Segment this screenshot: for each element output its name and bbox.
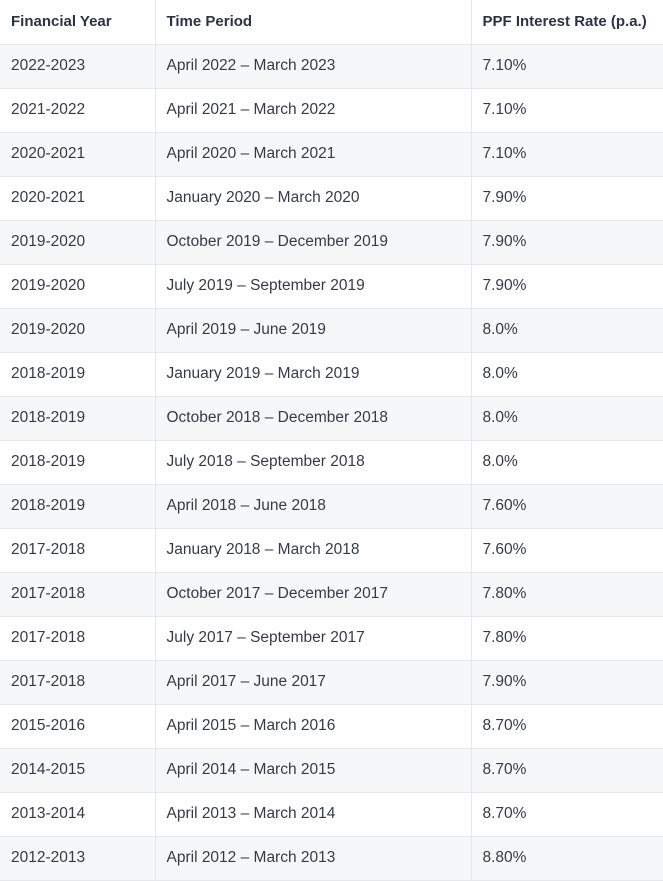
cell-interest-rate: 7.90% [471,264,663,309]
cell-time-period: October 2017 – December 2017 [155,572,472,617]
cell-financial-year: 2018-2019 [0,352,156,397]
cell-time-period: October 2018 – December 2018 [155,396,472,441]
table-row: 2017-2018 April 2017 – June 2017 7.90% [0,660,663,705]
table-row: 2020-2021 April 2020 – March 2021 7.10% [0,132,663,177]
cell-interest-rate: 8.70% [471,748,663,793]
cell-financial-year: 2019-2020 [0,264,156,309]
cell-interest-rate: 7.90% [471,660,663,705]
cell-time-period: April 2014 – March 2015 [155,748,472,793]
table-row: 2021-2022 April 2021 – March 2022 7.10% [0,88,663,133]
cell-financial-year: 2018-2019 [0,440,156,485]
cell-time-period: April 2017 – June 2017 [155,660,472,705]
cell-financial-year: 2022-2023 [0,44,156,89]
cell-time-period: April 2018 – June 2018 [155,484,472,529]
cell-financial-year: 2014-2015 [0,748,156,793]
cell-time-period: April 2022 – March 2023 [155,44,472,89]
cell-financial-year: 2019-2020 [0,308,156,353]
cell-interest-rate: 8.0% [471,440,663,485]
cell-interest-rate: 7.10% [471,132,663,177]
cell-financial-year: 2012-2013 [0,836,156,881]
cell-interest-rate: 7.10% [471,44,663,89]
table-row: 2019-2020 October 2019 – December 2019 7.9… [0,220,663,265]
cell-financial-year: 2017-2018 [0,572,156,617]
cell-interest-rate: 8.70% [471,792,663,837]
header-ppf-interest-rate: PPF Interest Rate (p.a.) [471,0,663,45]
cell-interest-rate: 7.10% [471,88,663,133]
cell-time-period: October 2019 – December 2019 [155,220,472,265]
cell-time-period: April 2019 – June 2019 [155,308,472,353]
cell-time-period: April 2021 – March 2022 [155,88,472,133]
table-body: 2022-2023 April 2022 – March 2023 7.10% 202… [0,44,663,881]
cell-time-period: July 2018 – September 2018 [155,440,472,485]
table-row: 2012-2013 April 2012 – March 2013 8.80% [0,836,663,881]
header-time-period: Time Period [155,0,472,45]
cell-interest-rate: 8.80% [471,836,663,881]
cell-financial-year: 2017-2018 [0,616,156,661]
cell-financial-year: 2020-2021 [0,132,156,177]
cell-interest-rate: 7.60% [471,484,663,529]
cell-interest-rate: 7.90% [471,220,663,265]
cell-financial-year: 2018-2019 [0,396,156,441]
cell-time-period: April 2013 – March 2014 [155,792,472,837]
table-row: 2018-2019 January 2019 – March 2019 8.0% [0,352,663,397]
table-row: 2018-2019 July 2018 – September 2018 8.0% [0,440,663,485]
table-row: 2022-2023 April 2022 – March 2023 7.10% [0,44,663,89]
table-header: Financial Year Time Period PPF Interest … [0,0,663,45]
cell-financial-year: 2021-2022 [0,88,156,133]
cell-time-period: July 2019 – September 2019 [155,264,472,309]
cell-financial-year: 2017-2018 [0,528,156,573]
cell-financial-year: 2020-2021 [0,176,156,221]
table-row: 2015-2016 April 2015 – March 2016 8.70% [0,704,663,749]
table-row: 2017-2018 January 2018 – March 2018 7.60% [0,528,663,573]
cell-time-period: April 2020 – March 2021 [155,132,472,177]
cell-financial-year: 2018-2019 [0,484,156,529]
header-row: Financial Year Time Period PPF Interest … [0,0,663,45]
cell-interest-rate: 7.90% [471,176,663,221]
table-row: 2014-2015 April 2014 – March 2015 8.70% [0,748,663,793]
cell-time-period: January 2019 – March 2019 [155,352,472,397]
table-row: 2019-2020 April 2019 – June 2019 8.0% [0,308,663,353]
cell-interest-rate: 8.0% [471,352,663,397]
cell-financial-year: 2015-2016 [0,704,156,749]
cell-time-period: April 2012 – March 2013 [155,836,472,881]
cell-time-period: July 2017 – September 2017 [155,616,472,661]
table-row: 2020-2021 January 2020 – March 2020 7.90% [0,176,663,221]
table-row: 2017-2018 July 2017 – September 2017 7.80% [0,616,663,661]
cell-financial-year: 2017-2018 [0,660,156,705]
cell-interest-rate: 7.80% [471,572,663,617]
cell-time-period: January 2020 – March 2020 [155,176,472,221]
cell-financial-year: 2013-2014 [0,792,156,837]
table-row: 2017-2018 October 2017 – December 2017 7.8… [0,572,663,617]
cell-financial-year: 2019-2020 [0,220,156,265]
table-row: 2018-2019 October 2018 – December 2018 8.0… [0,396,663,441]
cell-interest-rate: 7.60% [471,528,663,573]
table-row: 2013-2014 April 2013 – March 2014 8.70% [0,792,663,837]
cell-interest-rate: 8.70% [471,704,663,749]
cell-interest-rate: 8.0% [471,396,663,441]
cell-interest-rate: 8.0% [471,308,663,353]
cell-interest-rate: 7.80% [471,616,663,661]
table-row: 2018-2019 April 2018 – June 2018 7.60% [0,484,663,529]
cell-time-period: April 2015 – March 2016 [155,704,472,749]
header-financial-year: Financial Year [0,0,156,45]
table-row: 2019-2020 July 2019 – September 2019 7.90% [0,264,663,309]
cell-time-period: January 2018 – March 2018 [155,528,472,573]
